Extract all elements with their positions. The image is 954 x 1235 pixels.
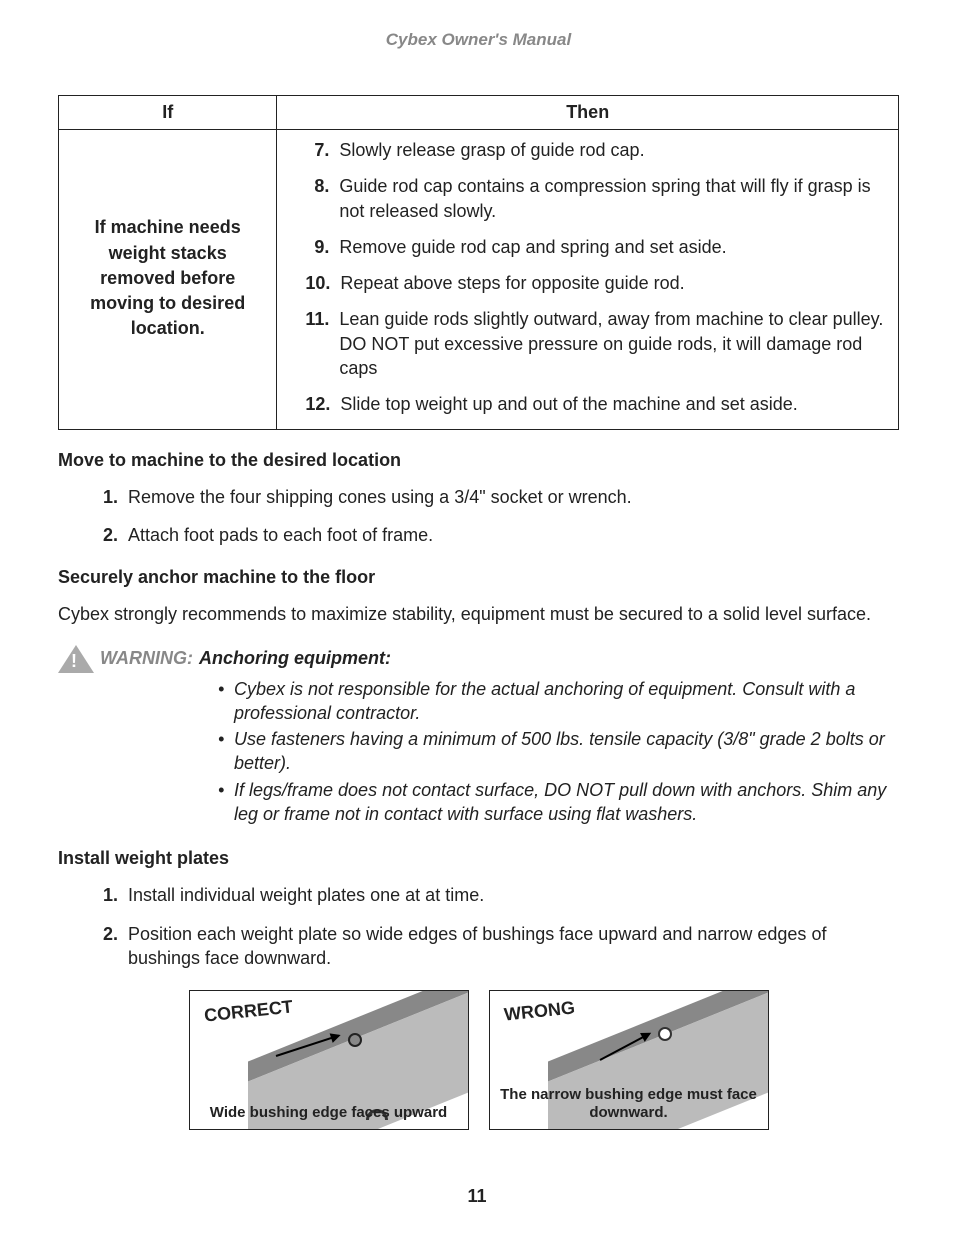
step-text: Attach foot pads to each foot of frame. bbox=[128, 523, 433, 547]
page-number: 11 bbox=[0, 1186, 954, 1207]
warning-bullet: Use fasteners having a minimum of 500 lb… bbox=[218, 727, 899, 776]
step-text: Guide rod cap contains a compression spr… bbox=[339, 174, 886, 223]
step-num: 8. bbox=[305, 174, 339, 223]
warning-topic: Anchoring equipment: bbox=[199, 648, 391, 669]
step-text: Remove the four shipping cones using a 3… bbox=[128, 485, 632, 509]
warning-block: WARNING: Anchoring equipment: Cybex is n… bbox=[58, 645, 899, 827]
figure-correct-caption: Wide bushing edge faces upward bbox=[190, 1104, 468, 1123]
step-num: 7. bbox=[305, 138, 339, 162]
move-steps: 1.Remove the four shipping cones using a… bbox=[98, 485, 899, 548]
install-steps: 1.Install individual weight plates one a… bbox=[98, 883, 899, 970]
then-cell: 7.Slowly release grasp of guide rod cap.… bbox=[277, 130, 899, 430]
if-cell: If machine needs weight stacks removed b… bbox=[59, 130, 277, 430]
step-num: 12. bbox=[305, 392, 340, 416]
step-text: Lean guide rods slightly outward, away f… bbox=[339, 307, 886, 380]
figure-correct-label: CORRECT bbox=[203, 997, 294, 1027]
warning-header: WARNING: Anchoring equipment: bbox=[58, 645, 899, 673]
figure-correct: CORRECT Wide bushing edge faces upward bbox=[189, 990, 469, 1130]
figure-wrong-caption: The narrow bushing edge must face downwa… bbox=[490, 1086, 768, 1124]
step-num: 10. bbox=[305, 271, 340, 295]
th-if: If bbox=[59, 96, 277, 130]
th-then: Then bbox=[277, 96, 899, 130]
step-text: Install individual weight plates one at … bbox=[128, 883, 484, 907]
step-text: Remove guide rod cap and spring and set … bbox=[339, 235, 726, 259]
step-text: Repeat above steps for opposite guide ro… bbox=[340, 271, 684, 295]
step-num: 2. bbox=[98, 922, 128, 971]
step-num: 2. bbox=[98, 523, 128, 547]
step-text: Position each weight plate so wide edges… bbox=[128, 922, 899, 971]
figure-row: CORRECT Wide bushing edge faces upward W… bbox=[58, 990, 899, 1130]
page-header: Cybex Owner's Manual bbox=[58, 30, 899, 50]
if-then-table: If Then If machine needs weight stacks r… bbox=[58, 95, 899, 430]
warning-bullets: Cybex is not responsible for the actual … bbox=[218, 677, 899, 827]
figure-wrong: WRONG The narrow bushing edge must face … bbox=[489, 990, 769, 1130]
move-heading: Move to machine to the desired location bbox=[58, 450, 899, 471]
anchor-paragraph: Cybex strongly recommends to maximize st… bbox=[58, 602, 899, 626]
figure-wrong-label: WRONG bbox=[503, 998, 576, 1026]
install-heading: Install weight plates bbox=[58, 848, 899, 869]
warning-label: WARNING: bbox=[100, 648, 193, 669]
step-text: Slowly release grasp of guide rod cap. bbox=[339, 138, 644, 162]
warning-bullet: Cybex is not responsible for the actual … bbox=[218, 677, 899, 726]
step-num: 1. bbox=[98, 485, 128, 509]
step-num: 1. bbox=[98, 883, 128, 907]
warning-icon bbox=[58, 645, 94, 673]
step-text: Slide top weight up and out of the machi… bbox=[340, 392, 797, 416]
step-num: 11. bbox=[305, 307, 339, 380]
anchor-heading: Securely anchor machine to the floor bbox=[58, 567, 899, 588]
then-steps: 7.Slowly release grasp of guide rod cap.… bbox=[289, 138, 886, 417]
warning-bullet: If legs/frame does not contact surface, … bbox=[218, 778, 899, 827]
step-num: 9. bbox=[305, 235, 339, 259]
